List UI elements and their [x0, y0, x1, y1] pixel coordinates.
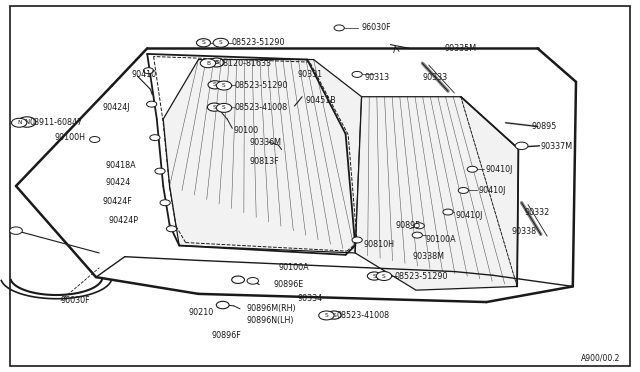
Text: 90410J: 90410J — [456, 211, 483, 220]
Text: 08523-41008: 08523-41008 — [337, 311, 390, 320]
Circle shape — [208, 81, 222, 89]
Text: 90451B: 90451B — [306, 96, 337, 105]
Text: 90313: 90313 — [365, 73, 390, 81]
Text: 90334: 90334 — [298, 294, 323, 303]
Text: 90896N(LH): 90896N(LH) — [246, 316, 294, 325]
Text: 90331: 90331 — [298, 70, 323, 79]
Text: 90333: 90333 — [422, 73, 447, 81]
Circle shape — [232, 276, 244, 283]
Circle shape — [376, 272, 392, 280]
Circle shape — [18, 117, 36, 127]
Polygon shape — [355, 97, 518, 290]
Circle shape — [216, 81, 232, 90]
Text: 96030F: 96030F — [362, 23, 391, 32]
Text: S: S — [202, 40, 205, 45]
Text: S: S — [214, 60, 218, 65]
Text: 08120-81633: 08120-81633 — [218, 59, 271, 68]
Circle shape — [352, 237, 362, 243]
Text: S: S — [382, 273, 386, 279]
Text: S: S — [372, 273, 376, 279]
Circle shape — [196, 39, 211, 47]
Circle shape — [327, 311, 341, 319]
Text: 90424F: 90424F — [102, 197, 132, 206]
Polygon shape — [163, 60, 362, 253]
Text: 90210: 90210 — [189, 308, 214, 317]
Text: 90410: 90410 — [131, 70, 156, 79]
Circle shape — [467, 166, 477, 172]
Circle shape — [155, 168, 165, 174]
Text: 90100H: 90100H — [54, 133, 85, 142]
Text: 90424P: 90424P — [109, 216, 139, 225]
Text: 90332: 90332 — [525, 208, 550, 217]
Text: B: B — [206, 61, 210, 66]
Text: N: N — [24, 119, 29, 125]
Circle shape — [319, 311, 334, 320]
Text: 90335M: 90335M — [445, 44, 477, 53]
Text: 08523-41008: 08523-41008 — [234, 103, 287, 112]
Circle shape — [334, 25, 344, 31]
Circle shape — [12, 118, 27, 127]
Circle shape — [515, 142, 528, 150]
Text: 90410J: 90410J — [479, 186, 506, 195]
Text: 90337M: 90337M — [541, 142, 573, 151]
Text: B: B — [214, 60, 218, 65]
Text: 08523-51290: 08523-51290 — [394, 272, 448, 280]
Text: 90336M: 90336M — [250, 138, 282, 147]
Text: N: N — [17, 120, 22, 125]
Text: 90896F: 90896F — [211, 331, 241, 340]
Text: 96030F: 96030F — [61, 296, 90, 305]
Circle shape — [143, 68, 154, 74]
Text: 90338: 90338 — [512, 227, 537, 236]
Text: S: S — [213, 82, 217, 87]
Text: S: S — [212, 105, 216, 110]
Circle shape — [166, 226, 177, 232]
Circle shape — [213, 38, 228, 47]
Circle shape — [209, 58, 224, 67]
Text: 90338M: 90338M — [413, 252, 445, 261]
Circle shape — [412, 232, 422, 238]
Text: S: S — [332, 312, 336, 318]
Text: 90100: 90100 — [234, 126, 259, 135]
Text: 90895: 90895 — [531, 122, 557, 131]
Circle shape — [216, 103, 232, 112]
Text: 90424J: 90424J — [102, 103, 130, 112]
Circle shape — [458, 187, 468, 193]
Circle shape — [90, 137, 100, 142]
Circle shape — [352, 71, 362, 77]
Text: 90813F: 90813F — [250, 157, 279, 166]
Circle shape — [160, 200, 170, 206]
Circle shape — [200, 59, 216, 68]
Circle shape — [207, 103, 221, 111]
Circle shape — [150, 135, 160, 141]
Text: 90100A: 90100A — [426, 235, 456, 244]
Circle shape — [247, 278, 259, 284]
Text: 90810H: 90810H — [364, 240, 394, 249]
Text: S: S — [222, 83, 226, 88]
Text: S: S — [222, 105, 226, 110]
Text: S: S — [324, 313, 328, 318]
Text: 90410J: 90410J — [485, 165, 513, 174]
Text: 08523-51290: 08523-51290 — [234, 81, 288, 90]
Circle shape — [367, 272, 381, 280]
Text: 90895: 90895 — [396, 221, 421, 230]
Circle shape — [443, 209, 453, 215]
Circle shape — [10, 227, 22, 234]
Text: 90424: 90424 — [106, 178, 131, 187]
Text: 08911-60847: 08911-60847 — [29, 118, 83, 127]
Text: A900/00.2: A900/00.2 — [581, 354, 621, 363]
Text: S: S — [219, 40, 223, 45]
Circle shape — [414, 223, 424, 229]
Text: 90100A: 90100A — [278, 263, 309, 272]
Circle shape — [147, 101, 157, 107]
Text: 90896E: 90896E — [274, 280, 304, 289]
Circle shape — [216, 301, 229, 309]
Text: 90896M(RH): 90896M(RH) — [246, 304, 296, 313]
Text: 90418A: 90418A — [106, 161, 136, 170]
Text: 08523-51290: 08523-51290 — [231, 38, 285, 47]
